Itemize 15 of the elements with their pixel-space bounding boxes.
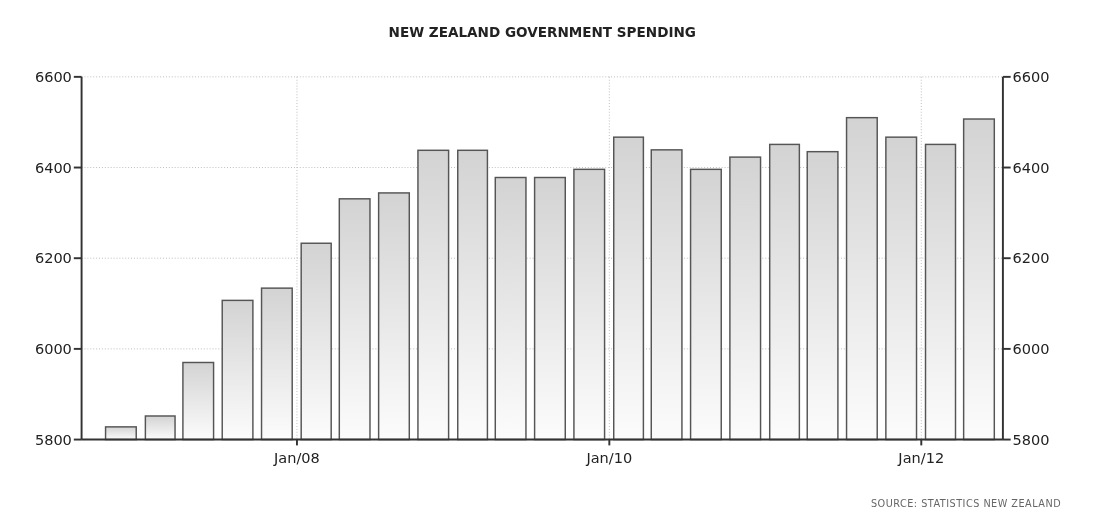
y2-tick-label: 6400 — [1012, 159, 1050, 176]
y-tick-label: 6000 — [34, 340, 72, 357]
chart-title: NEW ZEALAND GOVERNMENT SPENDING — [388, 24, 696, 41]
y2-tick-label: 6200 — [1012, 250, 1050, 267]
source-note: SOURCE: STATISTICS NEW ZEALAND — [870, 498, 1062, 510]
x-tick-label: Jan/08 — [273, 449, 320, 466]
y2-tick-label: 6000 — [1012, 340, 1050, 357]
y-tick-label: 5800 — [34, 431, 72, 448]
x-tick-label: Jan/10 — [585, 449, 633, 466]
x-tick-label: Jan/12 — [897, 449, 945, 466]
y2-tick-label: 6600 — [1012, 68, 1050, 85]
y-tick-label: 6600 — [34, 68, 72, 85]
y-tick-label: 6400 — [34, 159, 72, 176]
y2-tick-label: 5800 — [1012, 431, 1050, 448]
y-tick-label: 6200 — [34, 250, 72, 267]
